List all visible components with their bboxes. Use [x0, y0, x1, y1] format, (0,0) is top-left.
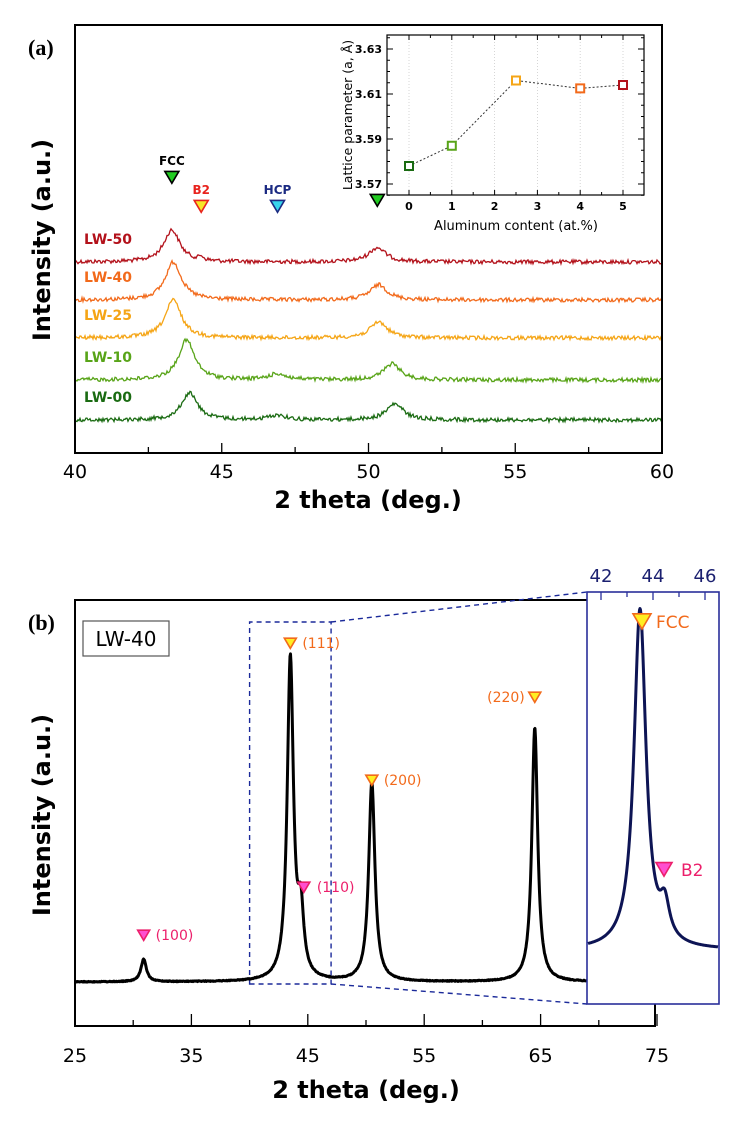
- zoom-inset-b2-label: B2: [681, 861, 703, 881]
- marker-fcc-icon: [282, 637, 298, 650]
- annotation-hcp: HCP: [264, 183, 292, 197]
- inset-y-tick-label: 3.63: [355, 43, 382, 56]
- x-tick-label: 50: [356, 461, 380, 483]
- zoom-inset-fcc-label: FCC: [656, 613, 690, 633]
- panel-b-frame: [74, 599, 656, 1027]
- inset-x-tick-label: 0: [405, 200, 413, 213]
- panel-b-x-axis: 25 35 45 55 65 75: [63, 1014, 669, 1067]
- inset-ticks: 0 1 2 3 4 5 3.57 3.59 3.61 3.63: [355, 35, 644, 213]
- inset-x-tick-label: 1: [448, 200, 456, 213]
- peak-label: (111): [302, 636, 340, 652]
- inset-connector-line: [408, 79, 624, 167]
- x-tick-label: 25: [63, 1045, 87, 1067]
- marker-b2-icon: [296, 881, 312, 894]
- marker-fcc-icon: [631, 613, 653, 631]
- peak-label: (100): [156, 928, 194, 944]
- series-label-lw-50: LW-50: [84, 232, 132, 248]
- panel-a-x-label: 2 theta (deg.): [274, 486, 462, 514]
- x-tick-label: 60: [650, 461, 674, 483]
- annotation-fcc: FCC: [159, 154, 185, 168]
- panel-a-x-axis: 40 45 50 55 60: [63, 443, 674, 483]
- panel-a-inset: 0 1 2 3 4 5 3.57 3.59 3.61 3.63 Aluminum content …: [340, 34, 645, 234]
- panel-a: (a) LW-50 LW-40 LW-25 LW-10 LW-00 FCC B2 HCP 4…: [28, 24, 674, 514]
- x-tick-label: 65: [529, 1045, 553, 1067]
- panel-b: (b) LW-40 (100) (111) (110) (200) (220) 25 35…: [28, 566, 720, 1104]
- series-lw-40: [74, 259, 663, 304]
- x-tick-label: 75: [645, 1045, 669, 1067]
- panel-b-inset: 42 44 46 FCC B2: [586, 566, 720, 1005]
- x-tick-label: 45: [296, 1045, 320, 1067]
- inset-data-point: [446, 140, 457, 151]
- marker-fcc-icon: [163, 170, 181, 185]
- zoom-connector-top: [330, 591, 588, 623]
- series-lw-00: [74, 390, 663, 425]
- peak-label: (110): [317, 880, 355, 896]
- series-label-lw-10: LW-10: [84, 350, 132, 366]
- x-tick-label: 55: [503, 461, 527, 483]
- marker-fcc-icon: [527, 691, 543, 704]
- peak-label: (200): [384, 773, 422, 789]
- inset-y-label: Lattice parameter (a, Å): [340, 40, 355, 190]
- zoom-inset-tick-label: 46: [694, 566, 717, 587]
- annotation-b2: B2: [192, 183, 210, 197]
- zoom-inset-frame: [586, 591, 720, 1005]
- inset-x-tick-label: 2: [491, 200, 499, 213]
- series-lw-25: [74, 297, 663, 342]
- series-label-lw-25: LW-25: [84, 308, 132, 324]
- inset-x-tick-label: 3: [534, 200, 542, 213]
- series-lw-10: [74, 337, 663, 385]
- inset-frame: [386, 34, 645, 196]
- inset-y-tick-label: 3.57: [355, 178, 382, 191]
- inset-x-tick-label: 5: [619, 200, 627, 213]
- marker-b2-icon: [192, 199, 210, 214]
- panel-b-trace: [74, 652, 588, 984]
- inset-data-point: [511, 75, 521, 86]
- panel-a-y-label: Intensity (a.u.): [28, 139, 56, 341]
- x-tick-label: 45: [210, 461, 234, 483]
- panel-a-annotations: FCC B2 HCP: [159, 154, 386, 214]
- x-tick-label: 35: [179, 1045, 203, 1067]
- panel-a-traces: [74, 227, 663, 425]
- series-label-lw-40: LW-40: [84, 270, 132, 286]
- marker-fcc-2-icon: [368, 193, 386, 208]
- panel-b-annotations: (100) (111) (110) (200) (220): [136, 636, 543, 944]
- marker-b2-icon: [654, 861, 674, 878]
- inset-y-tick-label: 3.61: [355, 88, 382, 101]
- zoom-connector-bottom: [331, 983, 588, 1005]
- panel-b-y-label: Intensity (a.u.): [28, 714, 56, 916]
- sample-label: LW-40: [96, 627, 157, 651]
- series-label-lw-00: LW-00: [84, 390, 132, 406]
- series-lw-50: [74, 227, 663, 266]
- inset-y-tick-label: 3.59: [355, 133, 382, 146]
- marker-hcp-icon: [269, 199, 286, 214]
- panel-b-label: (b): [28, 610, 55, 635]
- panel-b-x-label: 2 theta (deg.): [272, 1076, 460, 1104]
- inset-x-label: Aluminum content (at.%): [434, 219, 598, 234]
- panel-a-series-labels: LW-50 LW-40 LW-25 LW-10 LW-00: [84, 232, 132, 406]
- inset-points: [404, 75, 628, 171]
- x-tick-label: 40: [63, 461, 87, 483]
- inset-data-point: [575, 83, 586, 94]
- inset-data-point: [618, 80, 628, 90]
- zoom-inset-tick-label: 44: [642, 566, 665, 587]
- marker-fcc-icon: [364, 774, 380, 787]
- peak-label: (220): [487, 690, 525, 706]
- inset-data-point: [404, 161, 414, 171]
- zoom-inset-tick-label: 42: [590, 566, 613, 587]
- x-tick-label: 55: [412, 1045, 436, 1067]
- panel-a-label: (a): [28, 35, 54, 60]
- inset-grid: [408, 36, 624, 194]
- inset-x-tick-label: 4: [576, 200, 584, 213]
- zoom-region-box: [248, 591, 588, 1005]
- zoom-inset-trace: [587, 607, 719, 949]
- marker-b2-icon: [136, 929, 152, 942]
- zoom-inset-x-axis: 42 44 46: [590, 566, 717, 600]
- sample-label-box: [82, 620, 170, 657]
- zoom-inset-annotations: FCC B2: [631, 613, 703, 881]
